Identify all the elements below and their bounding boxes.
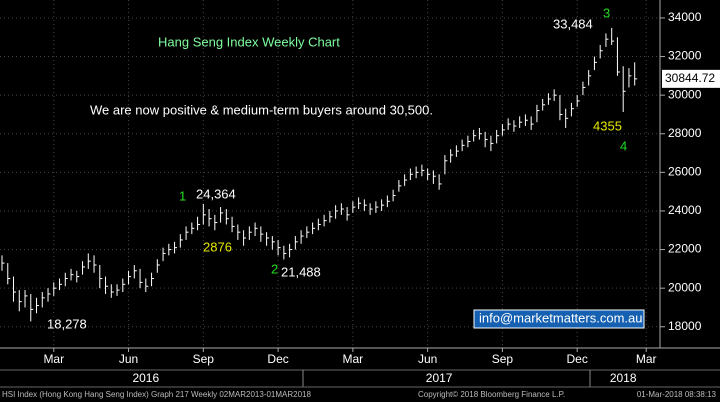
x-tick-label: Jun bbox=[418, 352, 437, 366]
x-tick-label: Mar bbox=[343, 352, 364, 366]
footer-center: Copyright© 2018 Bloomberg Finance L.P. bbox=[418, 390, 565, 399]
annotation: 24,364 bbox=[196, 186, 236, 201]
y-tick-label: 30000 bbox=[668, 87, 702, 101]
annotation: 33,484 bbox=[553, 16, 593, 31]
y-tick-label: 18000 bbox=[668, 319, 702, 333]
annotation: 4355 bbox=[593, 118, 622, 133]
annotation: 2876 bbox=[203, 239, 232, 254]
x-tick-label: Mar bbox=[636, 352, 657, 366]
x-tick-label: Jun bbox=[119, 352, 138, 366]
last-price-box bbox=[662, 69, 720, 88]
y-tick-label: 20000 bbox=[668, 280, 702, 294]
year-label: 2017 bbox=[426, 371, 453, 385]
y-tick-label: 24000 bbox=[668, 203, 702, 217]
footer-left: HSI Index (Hong Kong Hang Seng Index) Gr… bbox=[2, 390, 311, 399]
y-tick-label: 22000 bbox=[668, 242, 702, 256]
annotation: 18,278 bbox=[47, 316, 87, 331]
wave-label: 2 bbox=[271, 261, 278, 276]
wave-label: 4 bbox=[620, 138, 627, 153]
x-tick-label: Dec bbox=[567, 352, 588, 366]
plot bbox=[0, 0, 660, 348]
y-tick-label: 34000 bbox=[668, 10, 702, 24]
year-label: 2016 bbox=[132, 371, 159, 385]
last-price-label: 30844.72 bbox=[665, 71, 715, 85]
x-tick-label: Sep bbox=[492, 352, 514, 366]
year-label: 2018 bbox=[610, 371, 637, 385]
y-tick-label: 32000 bbox=[668, 49, 702, 63]
wave-label: 1 bbox=[179, 188, 186, 203]
chart-title: Hang Seng Index Weekly Chart bbox=[158, 34, 340, 49]
footer-right: 01-Mar-2018 08:38:13 bbox=[637, 390, 717, 399]
info-box bbox=[473, 309, 645, 329]
x-tick-label: Dec bbox=[267, 352, 288, 366]
info-text: info@marketmatters.com.au bbox=[479, 310, 642, 325]
x-tick-label: Sep bbox=[193, 352, 215, 366]
x-tick-label: Mar bbox=[43, 352, 64, 366]
y-tick-label: 26000 bbox=[668, 165, 702, 179]
annotation: We are now positive & medium-term buyers… bbox=[90, 102, 433, 117]
y-tick-label: 28000 bbox=[668, 126, 702, 140]
annotation: 21,488 bbox=[281, 264, 321, 279]
wave-label: 3 bbox=[603, 5, 610, 20]
